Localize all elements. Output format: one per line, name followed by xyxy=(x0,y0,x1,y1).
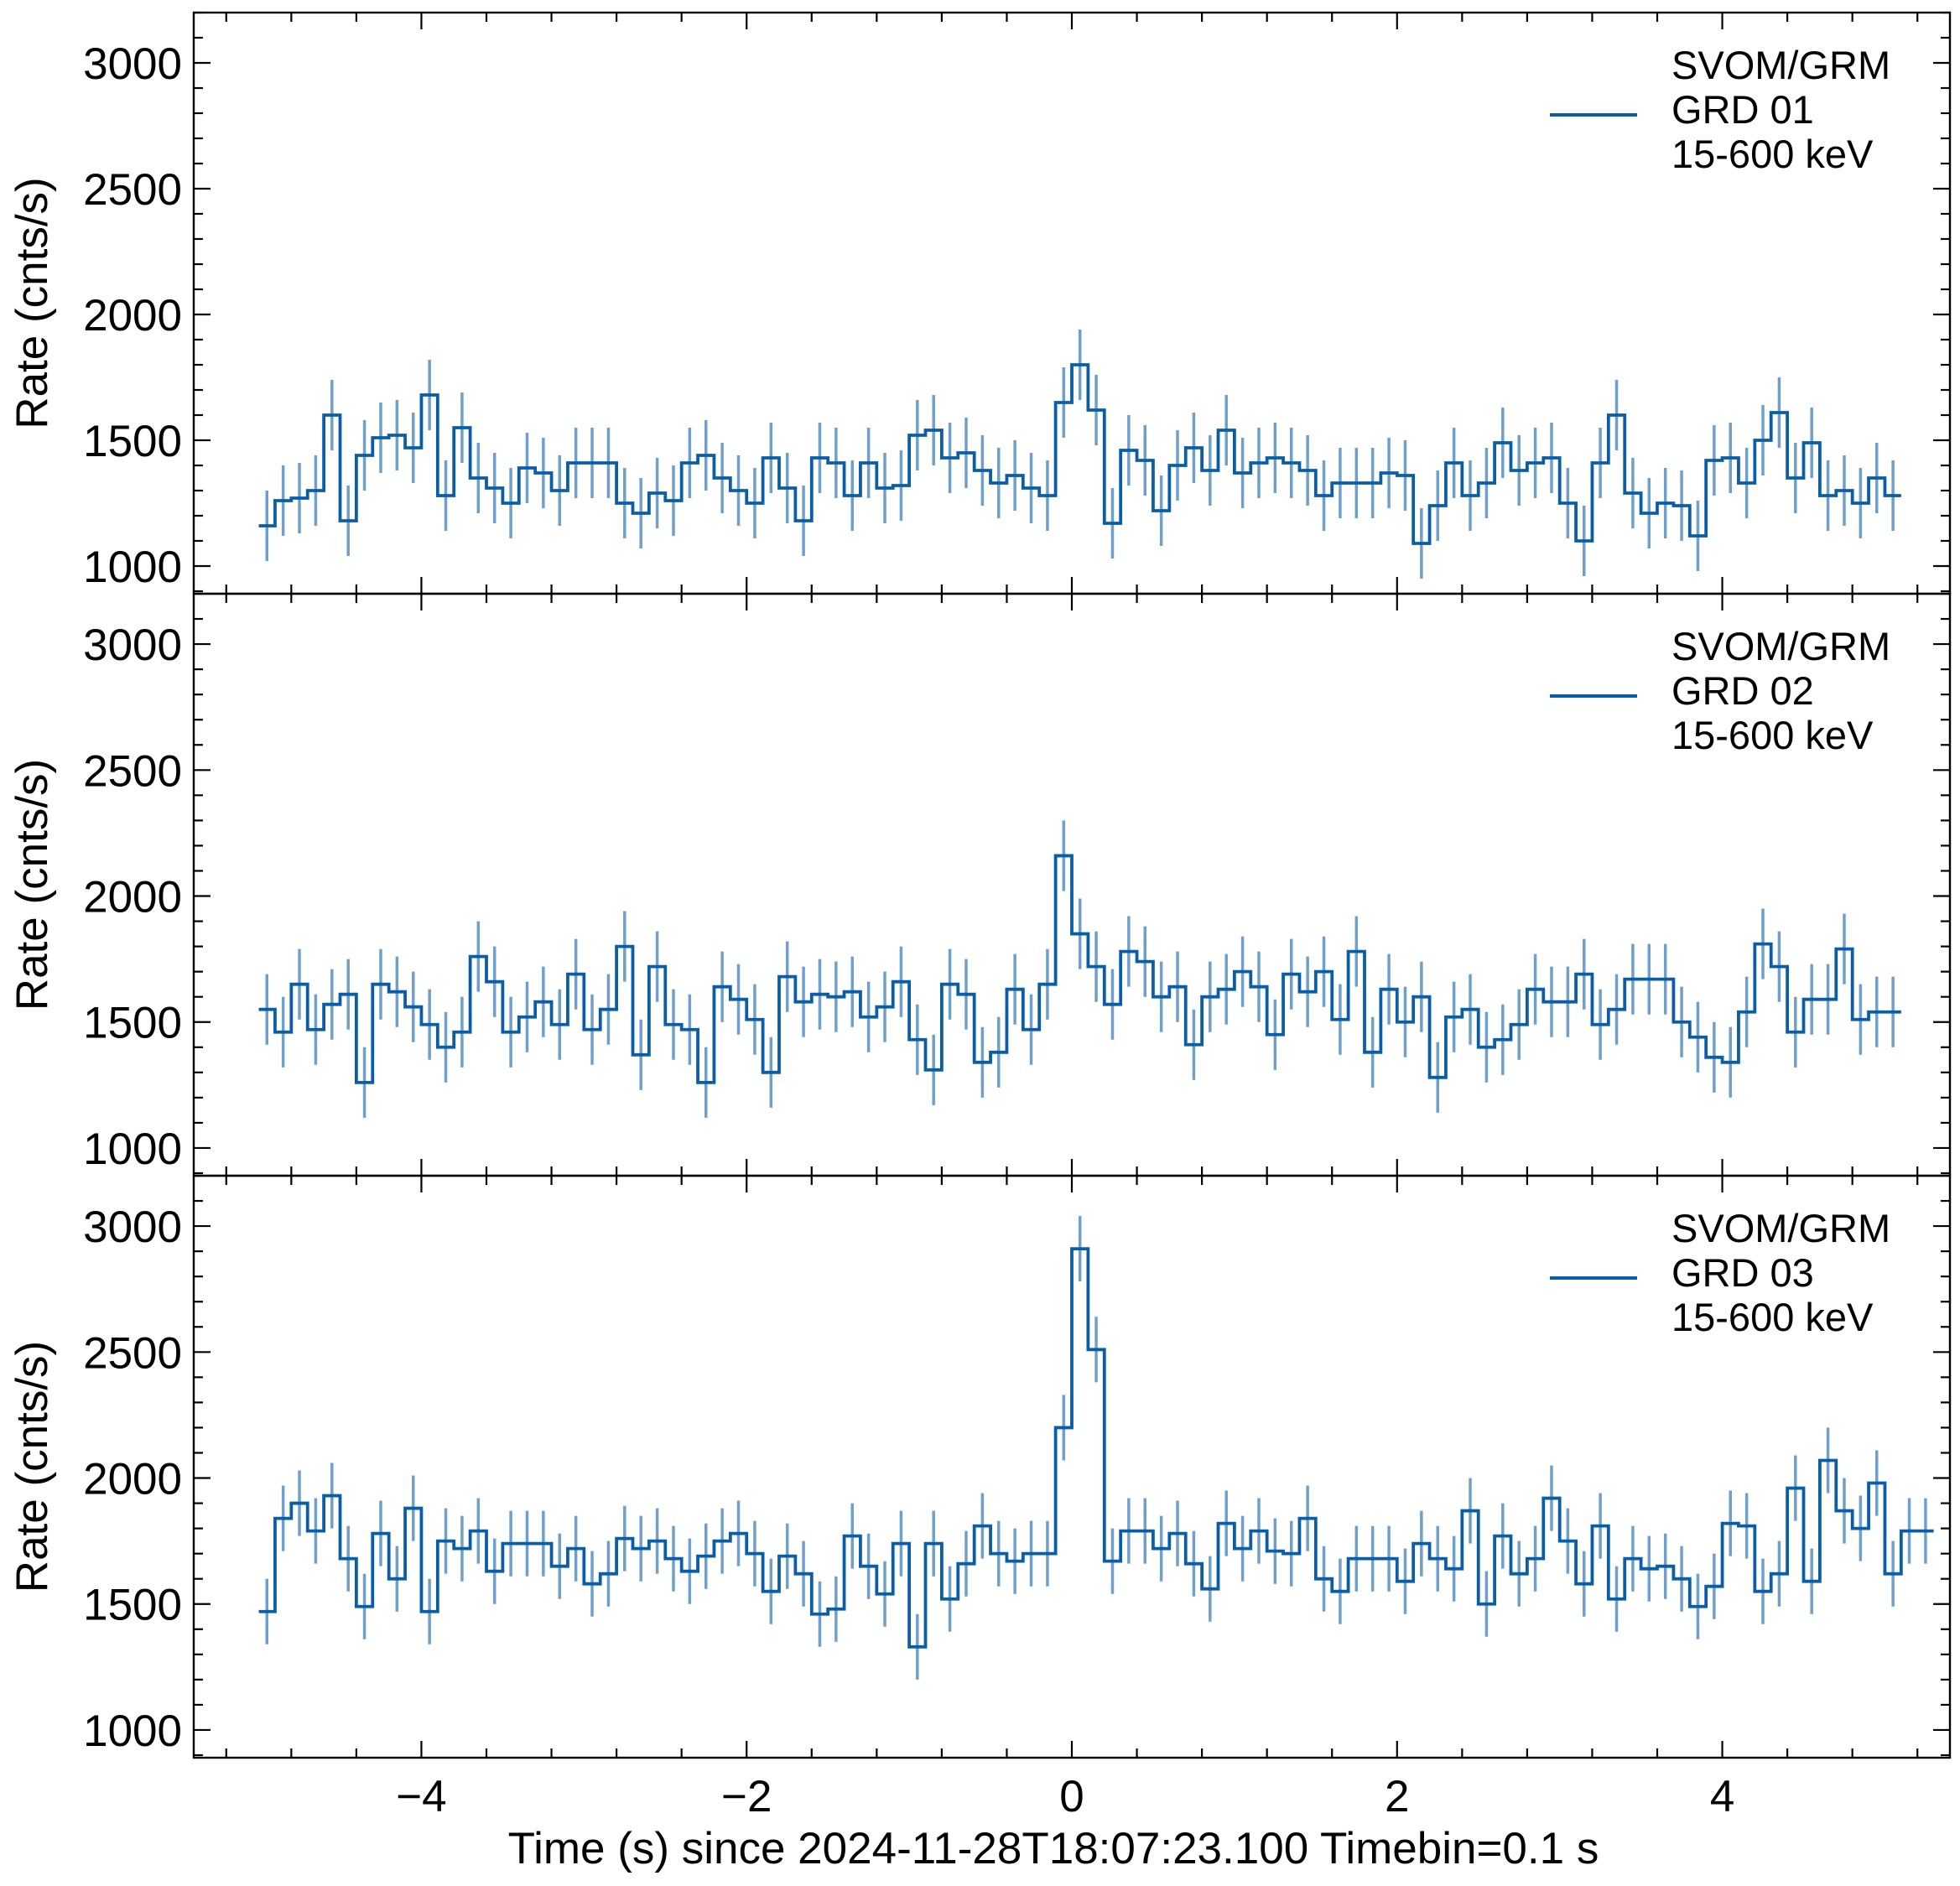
y-tick-label: 3000 xyxy=(83,621,182,670)
series-line xyxy=(258,1247,1934,1649)
legend-entry: 15-600 keV xyxy=(1671,132,1874,176)
y-axis-label: Rate (cnts/s) xyxy=(8,177,57,429)
panel-frame xyxy=(192,1174,1952,1759)
y-tick-label: 2000 xyxy=(83,873,182,922)
y-tick-label: 1000 xyxy=(83,1707,182,1756)
y-tick-label: 3000 xyxy=(83,39,182,89)
y-axis-label: Rate (cnts/s) xyxy=(8,759,57,1011)
x-axis-label-group: Time (s) since 2024-11-28T18:07:23.100 T… xyxy=(508,1824,1599,1873)
ticks xyxy=(194,1174,1950,1758)
x-tick-label: 2 xyxy=(1385,1772,1409,1821)
y-tick-label: 1500 xyxy=(83,1581,182,1630)
y-tick-label: 2500 xyxy=(83,746,182,796)
legend-entry: 15-600 keV xyxy=(1671,1295,1874,1339)
legend-entry: GRD 03 xyxy=(1671,1250,1814,1295)
y-tick-label: 2000 xyxy=(83,1455,182,1504)
y-tick-label: 1500 xyxy=(83,417,182,466)
panel-3: 1000 1500 2000 2500 3000 Rate (cnts/s) SVOM/GR… xyxy=(8,1174,1952,1759)
legend-entry: SVOM/GRM xyxy=(1671,43,1890,87)
y-tick-label: 2500 xyxy=(83,1328,182,1378)
legend-entry: SVOM/GRM xyxy=(1671,1206,1890,1250)
y-tick-label: 2000 xyxy=(83,291,182,340)
x-tick-label: 0 xyxy=(1059,1772,1084,1821)
legend-entry: 15-600 keV xyxy=(1671,713,1874,757)
y-tick-label: 1000 xyxy=(83,1125,182,1174)
legend-entry: GRD 02 xyxy=(1671,668,1814,713)
panel-2: 1000 1500 2000 2500 3000 Rate (cnts/s) SVOM/GR… xyxy=(8,592,1952,1177)
series-line xyxy=(258,363,1901,545)
x-tick-label: −2 xyxy=(721,1772,772,1821)
legend-entry: GRD 01 xyxy=(1671,87,1814,132)
x-tick-label: −4 xyxy=(396,1772,446,1821)
x-axis-label: Time (s) since 2024-11-28T18:07:23.100 T… xyxy=(508,1824,1599,1873)
y-tick-label: 2500 xyxy=(83,165,182,215)
series-line xyxy=(258,854,1901,1084)
legend-entry: SVOM/GRM xyxy=(1671,624,1890,668)
y-tick-label: 1500 xyxy=(83,999,182,1048)
y-tick-label: 3000 xyxy=(83,1203,182,1252)
panel-1: 1000 1500 2000 2500 3000 Rate (cnts/s) SVOM/GR… xyxy=(8,11,1952,595)
error-bars xyxy=(265,820,1895,1118)
y-tick-label: 1000 xyxy=(83,543,182,592)
x-tick-label: 4 xyxy=(1710,1772,1734,1821)
error-bars xyxy=(265,330,1895,579)
y-axis-label: Rate (cnts/s) xyxy=(8,1341,57,1592)
ticks xyxy=(194,11,1950,594)
x-tick-labels: −4 −2 0 2 4 xyxy=(396,1772,1734,1821)
ticks xyxy=(194,592,1950,1176)
